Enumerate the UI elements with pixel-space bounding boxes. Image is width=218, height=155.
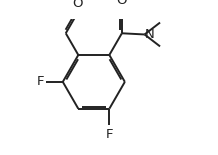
- Text: F: F: [106, 128, 113, 141]
- Text: F: F: [37, 75, 44, 88]
- Text: O: O: [72, 0, 83, 10]
- Text: N: N: [145, 28, 155, 41]
- Text: O: O: [117, 0, 127, 7]
